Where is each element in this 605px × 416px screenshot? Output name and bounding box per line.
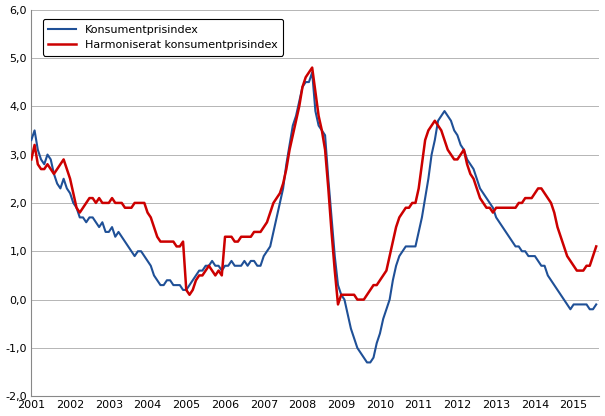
Harmoniserat konsumentprisindex (28, 157, 35, 162)
Konsumentprisindex (122, 239, 129, 244)
Konsumentprisindex (28, 138, 35, 143)
Harmoniserat konsumentprisindex (76, 210, 83, 215)
Harmoniserat konsumentprisindex (592, 244, 600, 249)
Harmoniserat konsumentprisindex (215, 268, 222, 273)
Konsumentprisindex (309, 70, 316, 75)
Legend: Konsumentprisindex, Harmoniserat konsumentprisindex: Konsumentprisindex, Harmoniserat konsume… (42, 19, 283, 56)
Konsumentprisindex (215, 263, 222, 268)
Harmoniserat konsumentprisindex (335, 302, 342, 307)
Konsumentprisindex (364, 360, 371, 365)
Harmoniserat konsumentprisindex (122, 205, 129, 210)
Konsumentprisindex (592, 302, 600, 307)
Konsumentprisindex (53, 181, 60, 186)
Line: Konsumentprisindex: Konsumentprisindex (31, 72, 596, 362)
Line: Harmoniserat konsumentprisindex: Harmoniserat konsumentprisindex (31, 67, 596, 305)
Konsumentprisindex (560, 297, 567, 302)
Konsumentprisindex (350, 336, 358, 341)
Harmoniserat konsumentprisindex (309, 65, 316, 70)
Harmoniserat konsumentprisindex (53, 166, 60, 171)
Konsumentprisindex (76, 215, 83, 220)
Harmoniserat konsumentprisindex (560, 244, 567, 249)
Harmoniserat konsumentprisindex (354, 297, 361, 302)
